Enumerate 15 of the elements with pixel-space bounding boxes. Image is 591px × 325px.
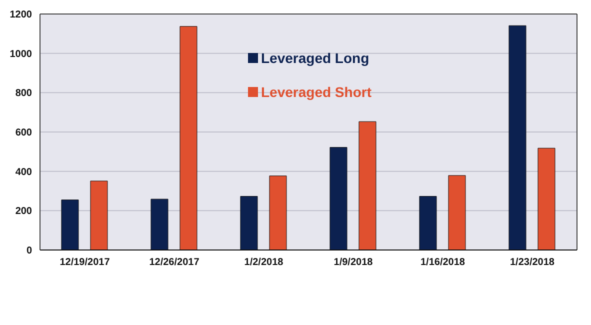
y-tick-label: 1200 [10, 10, 32, 21]
x-tick-label: 1/16/2018 [420, 257, 466, 268]
y-tick-label: 400 [15, 166, 32, 178]
y-tick-label: 800 [15, 88, 32, 100]
x-tick-label: 1/23/2018 [510, 257, 555, 268]
y-tick-label: 0 [26, 246, 32, 257]
y-tick-label: 1000 [10, 48, 32, 60]
legend-label: Leveraged Long [260, 50, 370, 66]
y-tick-label: 200 [15, 206, 32, 218]
x-tick-label: 12/26/2017 [149, 257, 200, 268]
x-tick-label: 1/2/2018 [244, 257, 284, 268]
x-tick-label: 12/19/2017 [60, 257, 110, 268]
legend-label: Leveraged Short [260, 84, 372, 100]
x-tick-label: 1/9/2018 [334, 257, 374, 268]
y-tick-label: 600 [15, 128, 32, 139]
